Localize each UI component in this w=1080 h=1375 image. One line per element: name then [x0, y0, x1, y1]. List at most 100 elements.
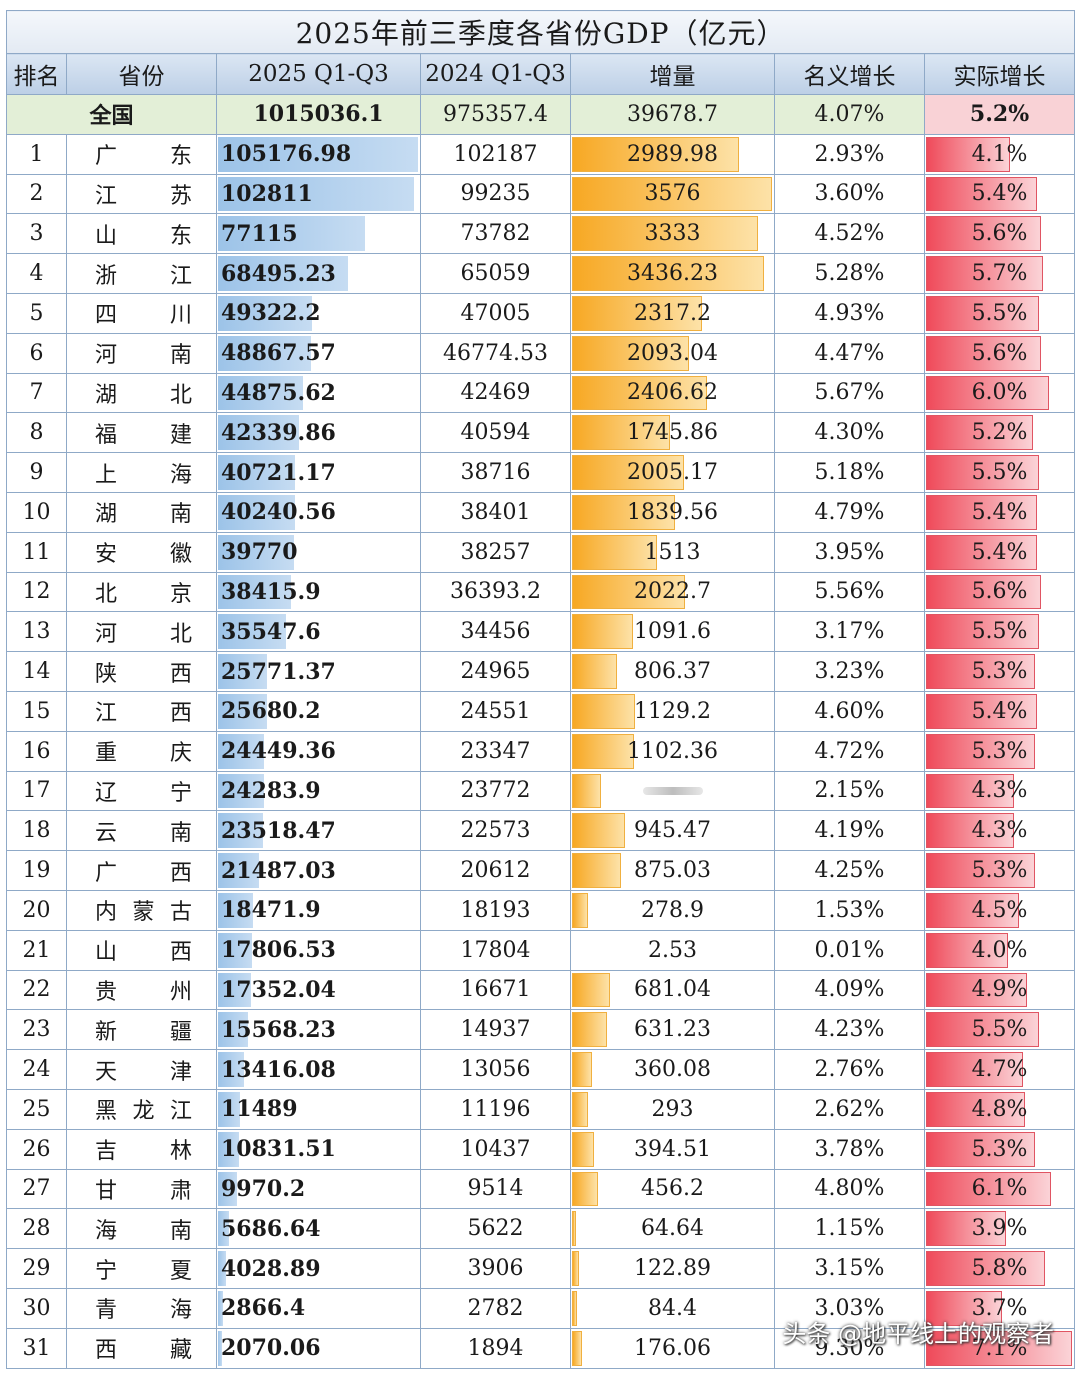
province-rows: 1 广东 105176.98 102187 2989.98 2.93% 4.1% 2 江苏 102… [6, 133, 1076, 1369]
gdp-2025-value: 2070.06 [221, 1335, 321, 1362]
real-growth-value: 6.0% [971, 380, 1028, 406]
increase-bar [572, 295, 702, 331]
gdp-2025-cell: 24449.36 [216, 730, 421, 772]
rank-value: 14 [22, 659, 51, 685]
rank-value: 13 [22, 619, 51, 645]
province-cell: 山东 [66, 213, 217, 255]
rank-cell: 28 [6, 1208, 67, 1250]
rank-value: 31 [22, 1335, 51, 1361]
gdp-2025-cell: 48867.57 [216, 332, 421, 374]
table-row: 31 西藏 2070.06 1894 176.06 9.30% 7.1% [6, 1327, 1076, 1369]
nominal-growth-value: 3.95% [814, 539, 885, 565]
gdp-2024-value: 73782 [460, 221, 531, 247]
real-growth-cell: 5.6% [923, 332, 1076, 374]
real-growth-value: 4.7% [971, 1057, 1028, 1083]
table-row: 18 云南 23518.47 22573 945.47 4.19% 4.3% [6, 810, 1076, 852]
nominal-growth-cell: 3.95% [774, 531, 925, 573]
province-char: 庆 [169, 741, 192, 767]
gdp-2024-value: 24965 [460, 659, 531, 685]
increase-value: 3576 [644, 181, 701, 207]
real-growth-bar [926, 1171, 1052, 1207]
nominal-growth-cell: 3.17% [774, 611, 925, 653]
rank-cell: 11 [6, 531, 67, 573]
real-growth-cell: 5.5% [923, 292, 1076, 334]
gdp-2025-cell: 38415.9 [216, 571, 421, 613]
province-char: 山 [95, 223, 118, 249]
national-nominal-growth: 4.07% [774, 94, 925, 135]
header-gdp-2024: 2024 Q1-Q3 [420, 53, 571, 95]
rank-cell: 2 [6, 173, 67, 215]
gdp-2025-value: 5686.64 [221, 1215, 321, 1242]
real-growth-value: 5.3% [971, 738, 1028, 764]
gdp-2025-cell: 102811 [216, 173, 421, 215]
increase-cell: 1513 [570, 531, 775, 573]
nominal-growth-value: 2.93% [814, 141, 885, 167]
province-cell: 湖北 [66, 372, 217, 414]
gdp-2025-bar [218, 415, 299, 451]
gdp-2024-cell: 34456 [420, 611, 571, 653]
real-growth-bar [926, 1131, 1035, 1167]
province-char: 西 [95, 1338, 118, 1364]
gdp-2025-bar [218, 1052, 244, 1087]
gdp-2024-cell: 38257 [420, 531, 571, 573]
real-growth-cell: 5.4% [923, 173, 1076, 215]
province-char: 江 [95, 701, 118, 727]
increase-value: 2989.98 [627, 141, 718, 167]
real-growth-cell: 4.3% [923, 810, 1076, 852]
province-name: 新疆 [68, 1014, 216, 1046]
gdp-2025-value: 9970.2 [221, 1175, 306, 1202]
nominal-growth-cell: 4.30% [774, 412, 925, 454]
nominal-growth-value: 4.79% [814, 499, 885, 525]
increase-cell: 2.53 [570, 929, 775, 971]
real-growth-cell: 5.3% [923, 651, 1076, 692]
gdp-2025-bar [218, 216, 365, 252]
gdp-2024-value: 38401 [460, 499, 531, 525]
increase-cell: 3333 [570, 213, 775, 255]
gdp-2025-cell: 11489 [216, 1088, 421, 1130]
real-growth-bar [926, 892, 1019, 928]
rank-cell: 24 [6, 1049, 67, 1090]
nominal-growth-cell: 5.18% [774, 452, 925, 493]
increase-bar [572, 892, 588, 928]
province-char: 东 [169, 223, 192, 249]
gdp-2025-value: 25680.2 [221, 698, 321, 725]
rank-value: 15 [22, 698, 51, 724]
gdp-2025-value: 17352.04 [221, 976, 336, 1003]
gdp-2025-bar [218, 654, 267, 689]
real-growth-value: 6.1% [971, 1176, 1028, 1202]
nominal-growth-value: 3.15% [814, 1256, 885, 1281]
real-growth-value: 5.5% [971, 300, 1028, 326]
gdp-2025-value: 39770 [221, 539, 298, 566]
gdp-2025-bar [218, 693, 267, 729]
gdp-2025-bar [218, 375, 304, 411]
rank-cell: 15 [6, 690, 67, 732]
gdp-2024-cell: 14937 [420, 1009, 571, 1051]
gdp-2024-value: 22573 [460, 818, 531, 844]
increase-cell: 122.89 [570, 1248, 775, 1289]
real-growth-cell: 5.6% [923, 571, 1076, 613]
rank-cell: 18 [6, 810, 67, 852]
header-real-growth: 实际增长 [923, 53, 1076, 95]
table-row: 11 安徽 39770 38257 1513 3.95% 5.4% [6, 531, 1076, 573]
province-char: 龙 [132, 1099, 155, 1125]
rank-value: 8 [29, 420, 44, 446]
province-char: 林 [169, 1139, 192, 1165]
increase-bar [572, 1330, 582, 1366]
rank-cell: 16 [6, 730, 67, 772]
real-growth-bar [926, 216, 1042, 252]
gdp-2025-bar [218, 256, 349, 291]
gdp-2025-cell: 17806.53 [216, 929, 421, 971]
gdp-2024-cell: 38401 [420, 491, 571, 533]
nominal-growth-cell: 4.80% [774, 1168, 925, 1210]
real-growth-bar [926, 415, 1033, 451]
province-cell: 黑龙江 [66, 1088, 217, 1130]
province-char: 北 [169, 382, 192, 408]
nominal-growth-cell: 2.93% [774, 133, 925, 175]
real-growth-bar [926, 534, 1038, 570]
increase-bar [572, 574, 686, 610]
increase-value: 394.51 [634, 1136, 711, 1162]
nominal-growth-cell: 3.03% [774, 1287, 925, 1329]
gdp-2025-value: 21487.03 [221, 857, 336, 884]
increase-cell: 64.64 [570, 1208, 775, 1250]
province-cell: 河南 [66, 332, 217, 374]
